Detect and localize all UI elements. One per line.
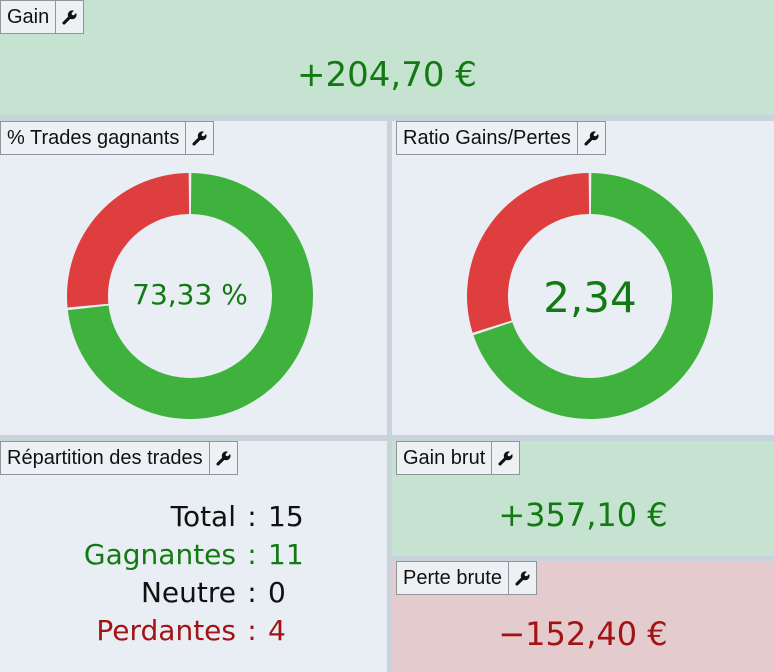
gross-gain-header: Gain brut [396, 441, 521, 475]
wrench-icon [216, 450, 231, 466]
gross-loss-header: Perte brute [396, 561, 537, 595]
gross-loss-value: −152,40 € [498, 615, 668, 653]
repartition-total-value: 15 [268, 499, 304, 533]
repartition-total-label: Total [170, 499, 236, 533]
win-rate-settings-button[interactable] [185, 122, 213, 154]
gross-loss-panel: Perte brute −152,40 € [392, 561, 774, 672]
win-rate-value: 73,33 % [132, 278, 248, 311]
repartition-settings-button[interactable] [208, 442, 237, 474]
repartition-row-losing: Perdantes : 4 [0, 611, 387, 649]
win-rate-header: % Trades gagnants [0, 121, 215, 155]
wrench-icon [192, 130, 207, 146]
wrench-icon [515, 570, 530, 586]
repartition-separator: : [247, 537, 257, 571]
win-rate-title: % Trades gagnants [7, 126, 180, 149]
repartition-table: Total : 15 Gagnantes : 11 Neutre : 0 Per… [0, 497, 387, 649]
repartition-row-neutral: Neutre : 0 [0, 573, 387, 611]
gain-value: +204,70 € [297, 55, 477, 95]
repartition-separator: : [247, 575, 257, 609]
repartition-losing-label: Perdantes [96, 613, 236, 647]
repartition-row-total: Total : 15 [0, 497, 387, 535]
ratio-panel: Ratio Gains/Pertes 2,34 [392, 121, 774, 435]
win-rate-donut-red-segment [67, 173, 190, 308]
wrench-icon [584, 130, 599, 146]
repartition-losing-value: 4 [268, 613, 286, 647]
ratio-donut [467, 173, 713, 419]
repartition-separator: : [247, 499, 257, 533]
ratio-title: Ratio Gains/Pertes [403, 126, 571, 149]
ratio-settings-button[interactable] [576, 122, 605, 154]
repartition-neutral-label: Neutre [140, 575, 236, 609]
win-rate-panel: % Trades gagnants 73,33 % [0, 121, 387, 435]
gross-gain-title: Gain brut [403, 446, 486, 469]
repartition-separator: : [247, 613, 257, 647]
gross-gain-settings-button[interactable] [491, 442, 519, 474]
repartition-winning-value: 11 [268, 537, 304, 571]
ratio-header: Ratio Gains/Pertes [396, 121, 606, 155]
gross-gain-panel: Gain brut +357,10 € [392, 441, 774, 556]
gain-panel: Gain +204,70 € [0, 0, 774, 115]
gross-loss-title: Perte brute [403, 566, 502, 589]
repartition-neutral-value: 0 [268, 575, 286, 609]
repartition-winning-label: Gagnantes [83, 537, 236, 571]
gross-gain-value: +357,10 € [498, 496, 668, 534]
repartition-row-winning: Gagnantes : 11 [0, 535, 387, 573]
ratio-value: 2,34 [543, 273, 637, 322]
repartition-header: Répartition des trades [0, 441, 238, 475]
gain-header: Gain [0, 0, 85, 34]
ratio-donut-red-segment [467, 173, 590, 333]
win-rate-donut [67, 173, 313, 419]
repartition-title: Répartition des trades [7, 446, 203, 469]
gross-loss-settings-button[interactable] [507, 562, 536, 594]
win-rate-donut-green-segment [67, 173, 313, 419]
ratio-donut-green-segment [473, 173, 713, 419]
repartition-panel: Répartition des trades Total : 15 Gagnan… [0, 441, 387, 672]
gain-title: Gain [7, 5, 50, 28]
wrench-icon [498, 450, 513, 466]
gain-settings-button[interactable] [55, 1, 83, 33]
wrench-icon [62, 9, 77, 25]
